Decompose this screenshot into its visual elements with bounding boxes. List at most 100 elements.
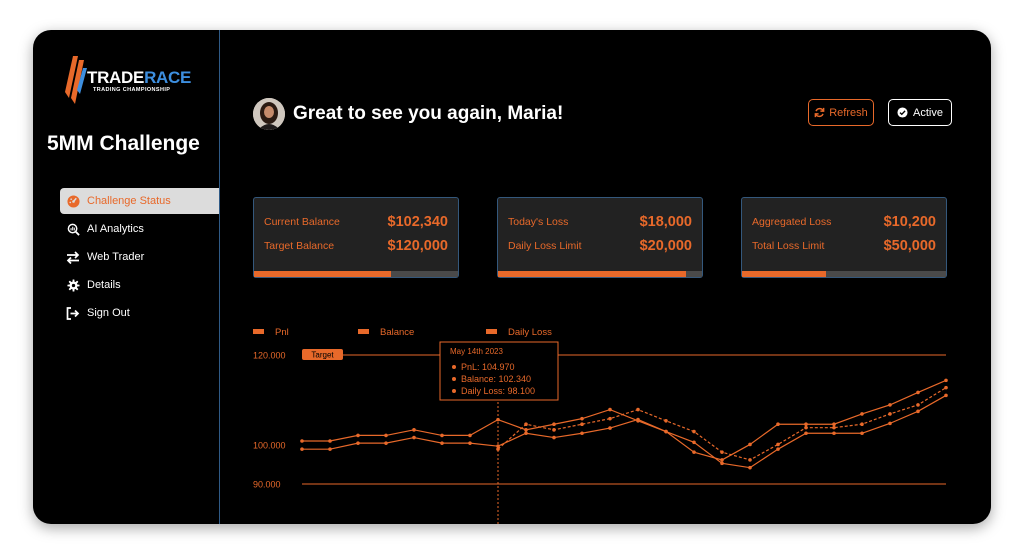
sidebar-item-label: Web Trader (87, 251, 145, 263)
y-tick-label: 100.000 (253, 441, 286, 451)
data-point (776, 447, 780, 451)
active-label: Active (913, 106, 943, 119)
legend-swatch (486, 329, 497, 334)
active-status-button[interactable]: Active (888, 99, 952, 126)
data-point (944, 385, 948, 390)
app-window: TRADERACE TRADING CHAMPIONSHIP 5MM Chall… (33, 30, 991, 524)
card-value: $20,000 (639, 238, 692, 254)
data-point (496, 447, 500, 451)
sidebar-item-label: AI Analytics (87, 223, 144, 235)
data-point (552, 435, 556, 440)
data-point (832, 425, 836, 430)
target-badge (302, 349, 343, 360)
card-value: $10,200 (883, 214, 936, 230)
data-point (440, 433, 444, 438)
data-point (636, 407, 640, 412)
tooltip-value: Daily Loss: 98.100 (461, 386, 535, 396)
refresh-button[interactable]: Refresh (808, 99, 874, 126)
sidebar-item-details[interactable]: Details (60, 272, 219, 298)
data-point (776, 422, 780, 427)
data-point (440, 441, 444, 445)
data-point (468, 433, 472, 438)
y-tick-label: 90.000 (253, 480, 281, 490)
data-point (860, 412, 864, 416)
target-label: Target (311, 351, 334, 360)
card-label: Aggregated Loss (752, 216, 832, 228)
card-label: Today's Loss (508, 216, 569, 228)
data-point (580, 422, 584, 427)
data-point (524, 431, 528, 436)
series-line-balance (302, 379, 947, 461)
check-circle-icon (897, 107, 908, 118)
analytics-search-icon (66, 222, 80, 236)
tooltip-bullet (452, 377, 456, 381)
sidebar-nav: Challenge Status AI Analytics Web Trader… (60, 188, 219, 328)
tooltip-value: Balance: 102.340 (461, 374, 531, 384)
greeting-title: Great to see you again, Maria! (293, 103, 564, 124)
data-point (888, 421, 892, 426)
data-point (776, 442, 780, 447)
data-point (552, 422, 556, 427)
data-point (832, 431, 836, 436)
challenge-title: 5MM Challenge (47, 132, 200, 155)
card-label: Total Loss Limit (752, 240, 825, 252)
data-point (524, 422, 528, 427)
legend-label: Balance (380, 327, 414, 338)
tooltip-bullet (452, 389, 456, 393)
brand-tagline: TRADING CHAMPIONSHIP (93, 87, 171, 93)
data-point (888, 403, 892, 407)
data-point (580, 416, 584, 421)
sign-out-icon (66, 306, 80, 320)
data-point (720, 450, 724, 454)
card-value: $50,000 (883, 238, 936, 254)
data-point (552, 428, 556, 432)
chart-tooltip: May 14th 2023 PnL: 104.970 Balance: 102.34… (439, 341, 559, 401)
data-point (384, 441, 388, 445)
legend-swatch (358, 329, 369, 334)
progress-bar (742, 271, 946, 277)
swap-arrows-icon (66, 250, 80, 264)
refresh-icon (814, 107, 825, 118)
user-avatar-icon (253, 98, 285, 130)
gear-icon (66, 278, 80, 292)
brand-name: TRADERACE (87, 68, 192, 87)
data-point (496, 417, 500, 422)
legend-swatch (253, 329, 264, 334)
data-point (664, 429, 668, 434)
data-point (608, 416, 612, 421)
data-point (916, 403, 920, 407)
data-point (328, 447, 332, 451)
data-point (692, 440, 696, 445)
y-tick-label: 120.000 (253, 351, 286, 361)
data-point (384, 433, 388, 438)
series-line-pnl (302, 394, 947, 469)
data-point (916, 409, 920, 414)
series-line-daily-loss (497, 387, 947, 461)
card-label: Target Balance (264, 240, 335, 252)
data-point (468, 441, 472, 445)
tooltip-value: PnL: 104.970 (461, 362, 515, 372)
card-value: $18,000 (639, 214, 692, 230)
sidebar-item-web-trader[interactable]: Web Trader (60, 244, 219, 270)
data-point (748, 442, 752, 447)
tooltip-date: May 14th 2023 (450, 347, 503, 356)
data-point (580, 431, 584, 436)
tooltip-bullet (452, 365, 456, 369)
sidebar-item-challenge-status[interactable]: Challenge Status (60, 188, 219, 214)
data-point (944, 393, 948, 398)
performance-chart[interactable]: Pnl Balance Daily Loss 120.000 100.000 90.000… (220, 320, 991, 524)
data-point (328, 439, 332, 443)
sidebar-item-sign-out[interactable]: Sign Out (60, 300, 219, 326)
progress-fill (498, 271, 686, 277)
sidebar-item-ai-analytics[interactable]: AI Analytics (60, 216, 219, 242)
progress-fill (742, 271, 826, 277)
data-point (720, 461, 724, 466)
data-point (608, 426, 612, 430)
data-point (300, 439, 304, 443)
data-point (692, 450, 696, 454)
avatar[interactable] (253, 98, 285, 130)
data-point (412, 428, 416, 432)
tooltip-box (439, 341, 559, 401)
data-point (916, 390, 920, 395)
data-point (664, 418, 668, 423)
